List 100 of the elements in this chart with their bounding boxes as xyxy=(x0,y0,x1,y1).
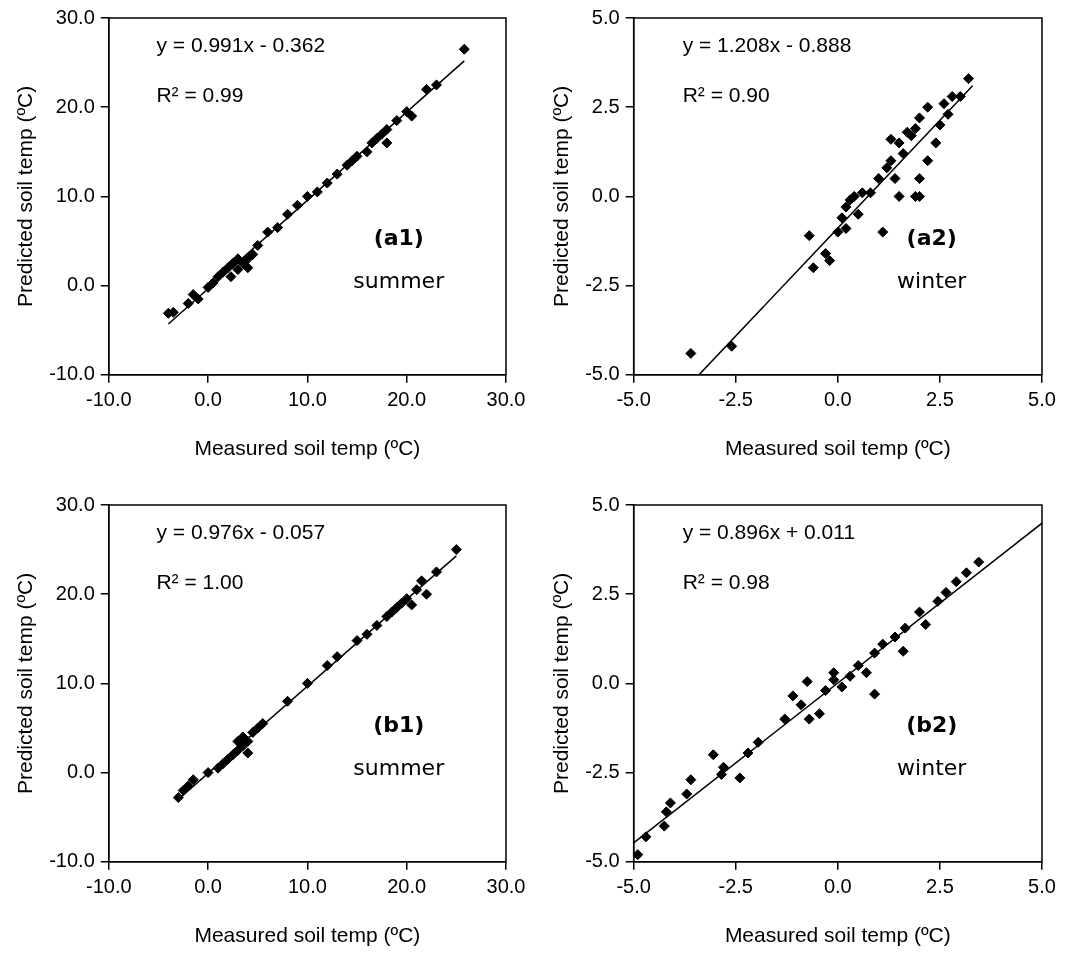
point xyxy=(421,588,433,600)
y-tick-label: -2.5 xyxy=(585,273,620,296)
point xyxy=(242,747,254,759)
x-tick-label: -10.0 xyxy=(85,875,132,898)
x-tick-label: 0.0 xyxy=(823,388,852,411)
point xyxy=(960,567,972,579)
point xyxy=(852,660,864,672)
point xyxy=(889,173,901,185)
point xyxy=(177,784,189,796)
point xyxy=(893,137,905,149)
x-axis-title: Measured soil temp (ºC) xyxy=(724,436,951,460)
x-axis-title: Measured soil temp (ºC) xyxy=(194,436,421,460)
point xyxy=(421,83,433,95)
point xyxy=(922,155,934,167)
y-tick-label: -10.0 xyxy=(49,362,95,385)
point xyxy=(865,187,876,199)
point xyxy=(803,713,815,725)
point xyxy=(252,722,264,734)
x-tick-label: 30.0 xyxy=(486,388,526,411)
point xyxy=(840,223,852,235)
point xyxy=(301,190,313,202)
x-tick-label: 5.0 xyxy=(1028,388,1056,411)
x-tick-label: 30.0 xyxy=(486,875,526,898)
point xyxy=(820,247,832,259)
point xyxy=(889,631,901,643)
y-tick-label: 2.5 xyxy=(591,581,620,604)
x-tick-label: 20.0 xyxy=(387,875,427,898)
point xyxy=(182,297,194,309)
point xyxy=(940,586,952,598)
point xyxy=(192,293,204,305)
y-tick-label: 5.0 xyxy=(591,5,620,28)
point xyxy=(897,148,909,160)
point xyxy=(282,695,294,707)
annotation: R² = 0.90 xyxy=(682,83,770,107)
point xyxy=(803,230,815,242)
point xyxy=(371,619,383,631)
point xyxy=(202,767,214,779)
x-tick-label: 0.0 xyxy=(194,388,222,411)
point xyxy=(860,667,872,679)
point xyxy=(685,774,697,786)
annotation: summer xyxy=(353,267,446,293)
point xyxy=(942,108,954,120)
point xyxy=(824,255,836,267)
point xyxy=(885,133,897,145)
point xyxy=(938,98,950,110)
point xyxy=(836,212,848,224)
y-tick-label: -5.0 xyxy=(585,362,620,385)
point xyxy=(869,647,881,659)
y-tick-label: -2.5 xyxy=(585,760,620,783)
point xyxy=(742,747,754,759)
y-tick-label: 0.0 xyxy=(66,273,95,296)
point xyxy=(734,772,746,784)
point xyxy=(852,208,864,220)
point xyxy=(411,584,423,596)
point xyxy=(242,262,254,274)
y-tick-label: 20.0 xyxy=(55,581,95,604)
point xyxy=(914,606,925,618)
point xyxy=(881,162,893,174)
point xyxy=(752,736,764,748)
point xyxy=(172,792,184,804)
x-axis-title: Measured soil temp (ºC) xyxy=(194,923,421,947)
point xyxy=(430,566,442,578)
y-tick-label: 10.0 xyxy=(55,670,95,693)
point xyxy=(885,155,897,167)
y-axis-title: Predicted soil temp (ºC) xyxy=(549,85,573,308)
point xyxy=(361,628,373,640)
y-tick-label: 0.0 xyxy=(66,760,95,783)
x-tick-label: 10.0 xyxy=(287,388,327,411)
y-tick-label: 30.0 xyxy=(55,5,95,28)
y-axis-title: Predicted soil temp (ºC) xyxy=(13,572,37,795)
point xyxy=(922,101,934,113)
annotation: y = 0.991x - 0.362 xyxy=(156,33,326,57)
annotation: y = 0.896x + 0.011 xyxy=(682,520,856,544)
point xyxy=(718,761,729,773)
x-tick-label: 20.0 xyxy=(387,388,427,411)
x-tick-label: 0.0 xyxy=(194,875,222,898)
annotation: R² = 0.98 xyxy=(682,570,770,594)
point xyxy=(633,849,644,861)
point xyxy=(272,222,284,234)
point xyxy=(813,708,825,720)
x-axis-title: Measured soil temp (ºC) xyxy=(724,923,951,947)
point xyxy=(844,670,856,682)
point xyxy=(820,685,832,697)
point xyxy=(232,264,244,276)
point xyxy=(430,79,442,91)
point xyxy=(873,173,885,185)
point xyxy=(901,126,913,138)
y-tick-label: 0.0 xyxy=(591,183,620,206)
annotation: R² = 1.00 xyxy=(156,570,244,594)
x-tick-label: 10.0 xyxy=(287,875,327,898)
point xyxy=(212,762,224,774)
point xyxy=(899,622,911,634)
point xyxy=(187,774,199,786)
point xyxy=(726,340,738,352)
point xyxy=(222,753,234,765)
point xyxy=(381,124,393,135)
annotation: y = 0.976x - 0.057 xyxy=(156,520,326,544)
point xyxy=(640,831,652,843)
point xyxy=(963,73,974,85)
point xyxy=(893,190,905,202)
